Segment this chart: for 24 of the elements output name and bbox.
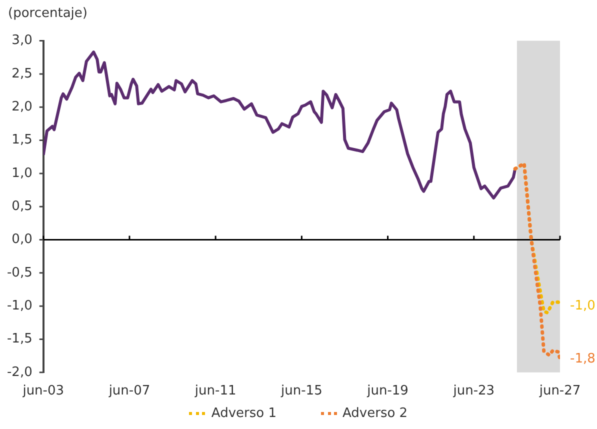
y-tick-label: 1,0 xyxy=(12,166,32,181)
y-tick-label: -0,5 xyxy=(6,265,32,280)
y-tick-label: 2,0 xyxy=(12,99,32,114)
x-tick-label: jun-15 xyxy=(280,384,322,399)
x-tick-label: jun-03 xyxy=(22,384,64,399)
y-tick-label: 0,5 xyxy=(12,198,32,214)
line-series xyxy=(513,162,560,361)
x-tick-label: jun-19 xyxy=(366,384,408,399)
legend-label: Adverso 2 xyxy=(342,406,408,421)
x-tick-label: jun-23 xyxy=(452,384,495,399)
data-label: -1,0 xyxy=(570,298,596,314)
y-tick-label: -1,0 xyxy=(6,298,32,314)
y-axis-title: (porcentaje) xyxy=(8,6,88,21)
legend-label: Adverso 1 xyxy=(211,406,276,421)
x-tick-label: jun-07 xyxy=(108,384,150,399)
x-tick-label: jun-27 xyxy=(538,384,581,399)
x-tick-label: jun-11 xyxy=(194,384,236,399)
y-tick-label: 1,5 xyxy=(12,132,32,148)
y-tick-label: 3,0 xyxy=(12,33,32,48)
y-tick-label: 2,5 xyxy=(12,66,32,82)
y-tick-label: 0,0 xyxy=(12,232,32,248)
y-tick-label: -1,5 xyxy=(6,332,32,347)
y-tick-label: -2,0 xyxy=(6,364,32,380)
data-label: -1,8 xyxy=(570,352,596,367)
